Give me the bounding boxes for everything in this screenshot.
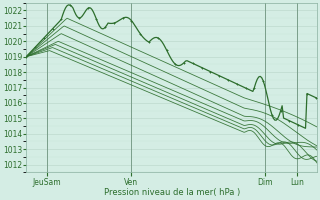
X-axis label: Pression niveau de la mer( hPa ): Pression niveau de la mer( hPa ) xyxy=(104,188,240,197)
